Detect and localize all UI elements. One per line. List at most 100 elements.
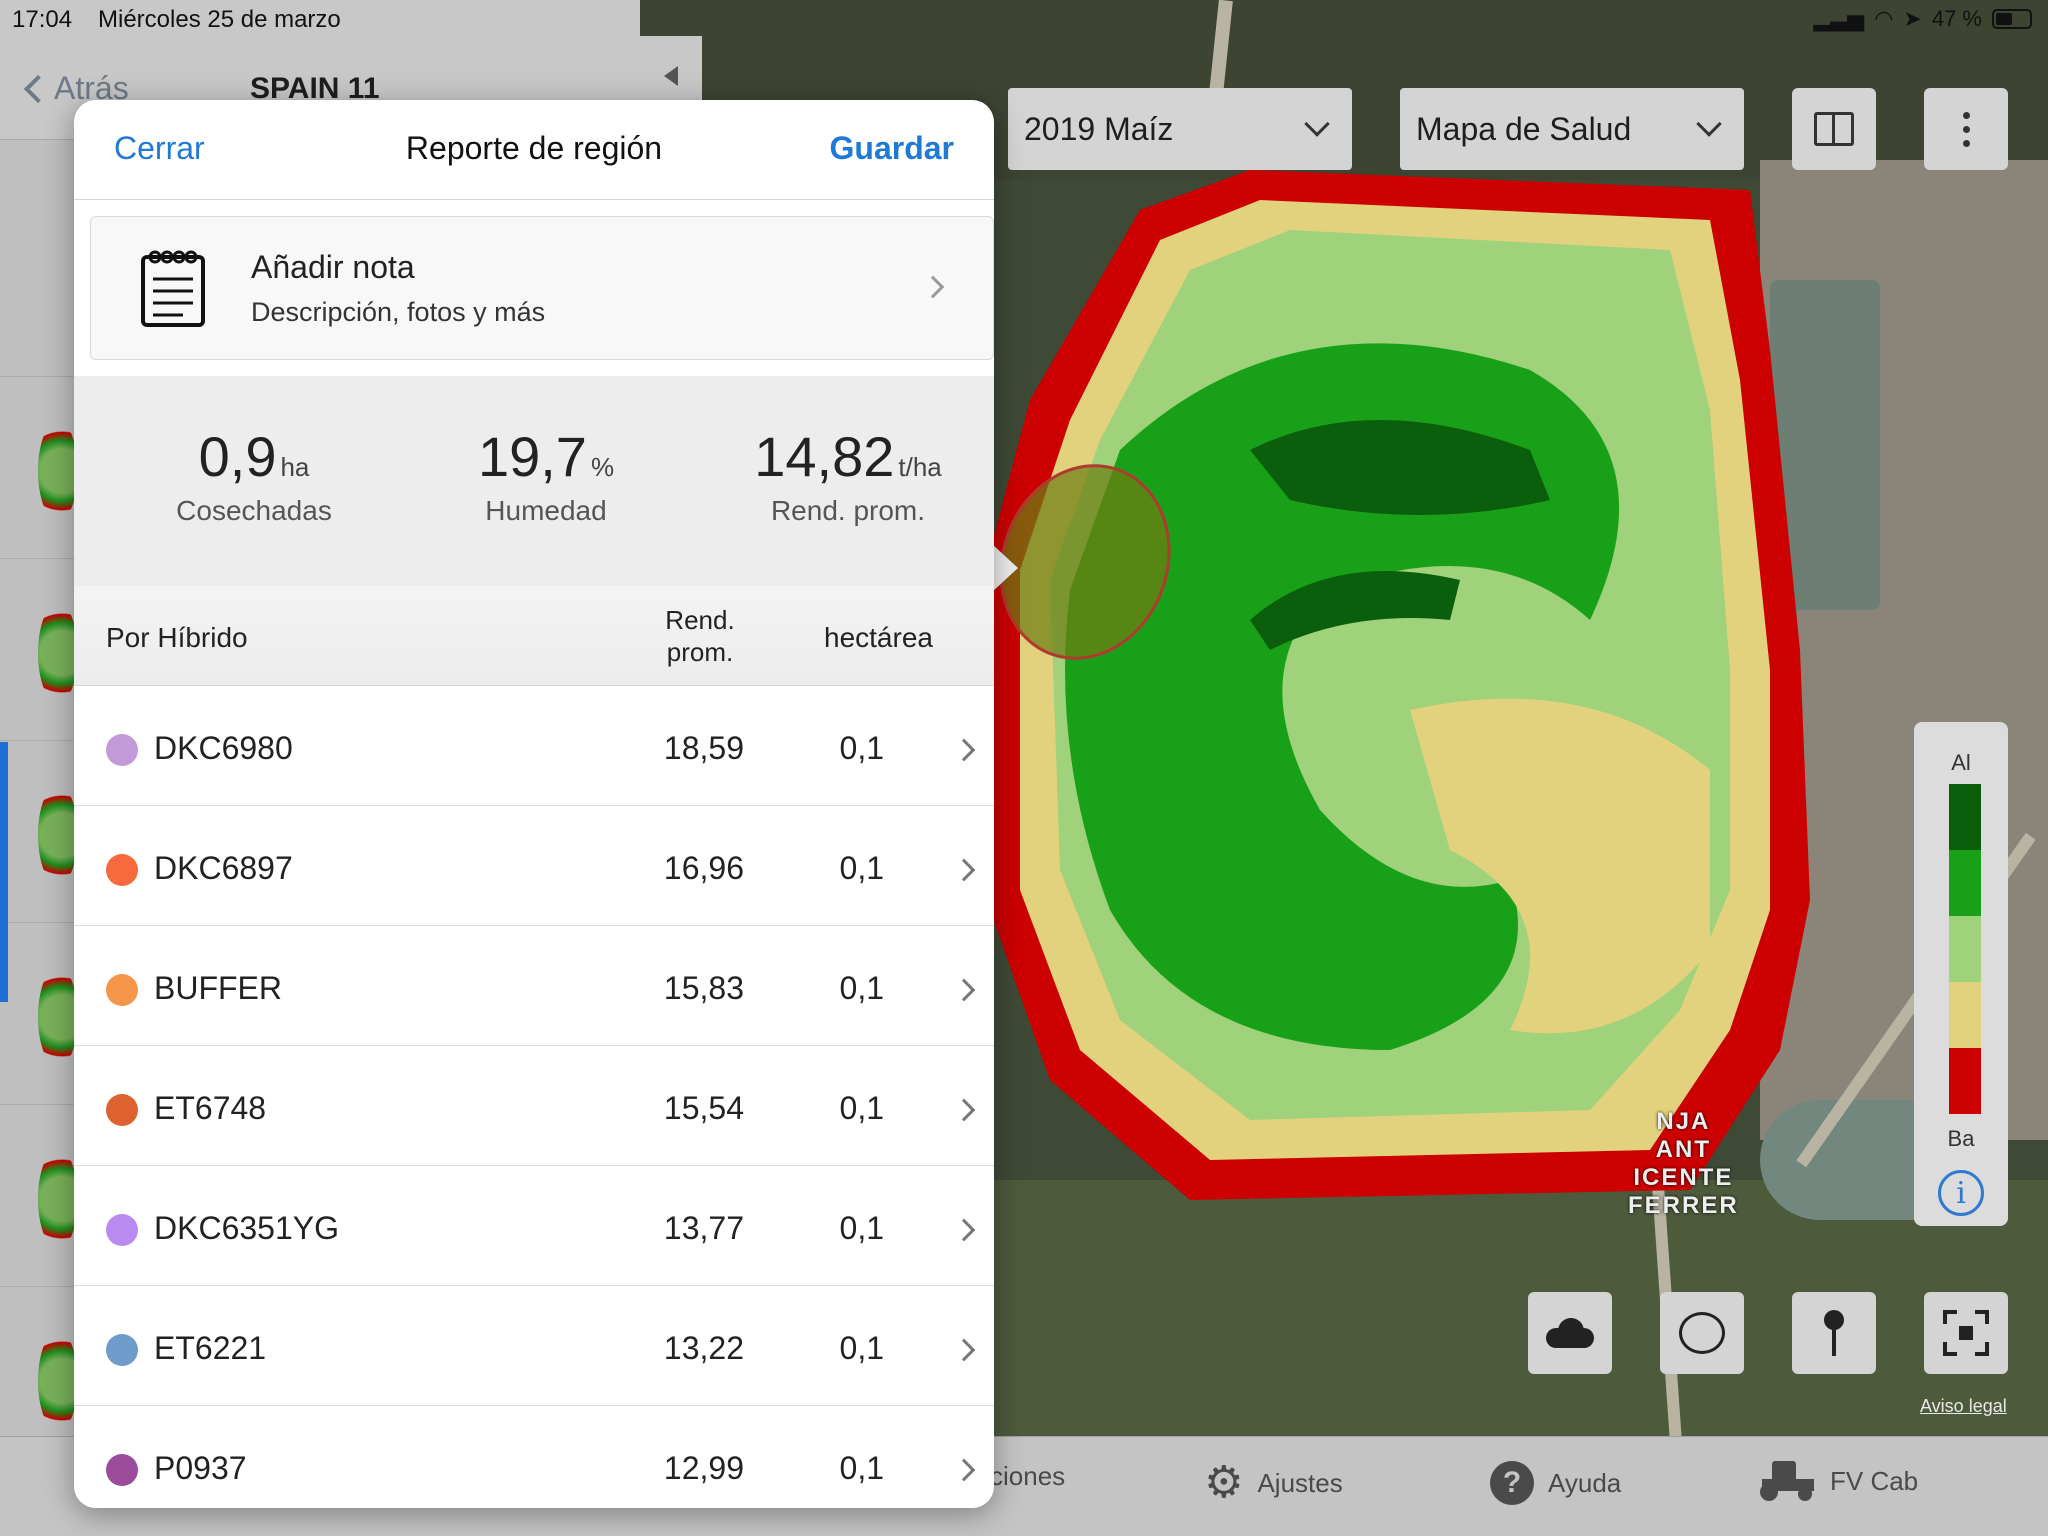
hybrid-yield: 12,99: [663, 1450, 744, 1486]
hybrid-name: ET6748: [154, 1090, 267, 1126]
stat-label: Rend. prom.: [770, 495, 926, 526]
stat-unit: t/ha: [898, 452, 942, 482]
hybrid-color-dot: [106, 1334, 138, 1366]
hybrid-yield: 15,83: [663, 970, 744, 1006]
hybrid-area: 0,1: [839, 1450, 884, 1486]
field-thumbnail: [38, 421, 78, 521]
health-zone-high: [1250, 571, 1460, 650]
table-row[interactable]: P0937 12,99 0,1: [74, 1406, 994, 1508]
lasso-button[interactable]: [1660, 1292, 1744, 1374]
table-row[interactable]: DKC6897 16,96 0,1: [74, 806, 994, 926]
legend-swatch-high: [1949, 784, 1981, 850]
tab-fv-cab[interactable]: FV Cab: [1760, 1461, 1918, 1501]
hybrid-area: 0,1: [839, 1330, 884, 1366]
weather-button[interactable]: [1528, 1292, 1612, 1374]
stat-value: 19,7: [477, 425, 587, 488]
save-button[interactable]: Guardar: [829, 130, 954, 166]
chevron-down-icon: [1304, 111, 1330, 137]
chevron-right-icon: [952, 978, 976, 1002]
table-row[interactable]: BUFFER 15,83 0,1: [74, 926, 994, 1046]
add-note-button[interactable]: Añadir nota Descripción, fotos y más: [90, 216, 994, 360]
split-view-button[interactable]: [1792, 88, 1876, 170]
legend-low-label: Ba: [1947, 1126, 1975, 1151]
column-header-area: hectárea: [824, 622, 933, 653]
season-dropdown-value: 2019 Maíz: [1024, 110, 1174, 147]
chevron-right-icon: [921, 275, 945, 299]
chevron-right-icon: [952, 1098, 976, 1122]
stat-harvested: 0,9 ha Cosechadas: [104, 424, 404, 527]
gear-icon: ⚙: [1204, 1458, 1244, 1507]
legend-swatch-mid-low: [1949, 982, 1981, 1048]
location-icon: ➤: [1903, 6, 1922, 31]
hybrid-name: P0937: [154, 1450, 247, 1486]
chevron-right-icon: [952, 858, 976, 882]
hybrid-area: 0,1: [839, 730, 884, 766]
legend-swatch-mid: [1949, 916, 1981, 982]
chevron-right-icon: [952, 738, 976, 762]
season-dropdown[interactable]: 2019 Maíz: [1008, 88, 1352, 170]
tab-label: Ayuda: [1548, 1467, 1622, 1498]
question-icon: ?: [1490, 1461, 1534, 1505]
hybrid-area: 0,1: [839, 850, 884, 886]
hybrid-name: DKC6980: [154, 730, 293, 766]
table-row[interactable]: ET6748 15,54 0,1: [74, 1046, 994, 1166]
add-note-subtitle: Descripción, fotos y más: [251, 297, 546, 327]
battery-percent: 47 %: [1931, 6, 1982, 31]
drop-pin-button[interactable]: [1792, 1292, 1876, 1374]
more-vertical-icon: [1962, 111, 1970, 147]
stat-label: Cosechadas: [176, 495, 332, 526]
field-thumbnail: [38, 1331, 78, 1431]
lasso-icon: [1679, 1312, 1725, 1354]
stat-unit: ha: [280, 452, 310, 482]
fit-to-field-button[interactable]: [1924, 1292, 2008, 1374]
selected-indicator: [0, 742, 8, 1002]
notepad-icon: [141, 250, 205, 327]
hybrid-yield: 16,96: [663, 850, 744, 886]
hybrid-table-header: Por Híbrido Rend. prom. hectárea: [74, 586, 994, 686]
legal-link[interactable]: Aviso legal: [1920, 1396, 2007, 1416]
status-date: Miércoles 25 de marzo: [98, 6, 341, 33]
table-row[interactable]: ET6221 13,22 0,1: [74, 1286, 994, 1406]
battery-icon: [1992, 9, 2032, 29]
place-label: NJA ANT ICENTE FERRER: [1628, 1108, 1739, 1219]
add-note-title: Añadir nota: [251, 249, 415, 285]
split-view-icon: [1814, 112, 1854, 146]
health-zone-high: [1250, 420, 1550, 515]
status-icons: ▂▃▅ ◠ ➤ 47 %: [1813, 6, 2032, 32]
hybrid-yield: 13,22: [663, 1330, 744, 1366]
tab-label: ciones: [990, 1461, 1066, 1491]
more-options-button[interactable]: [1924, 88, 2008, 170]
hybrid-color-dot: [106, 854, 138, 886]
selected-region: [999, 464, 1171, 660]
hybrid-name: DKC6897: [154, 850, 293, 886]
tab-settings[interactable]: ⚙ Ajustes: [1204, 1461, 1343, 1505]
field-name-title: SPAIN 11: [250, 72, 380, 105]
pin-icon: [1824, 1310, 1844, 1356]
stat-avg-yield: 14,82 t/ha Rend. prom.: [698, 424, 994, 527]
field-thumbnail: [38, 603, 78, 703]
table-row[interactable]: DKC6351YG 13,77 0,1: [74, 1166, 994, 1286]
stat-value: 14,82: [754, 425, 895, 488]
column-header-hybrid: Por Híbrido: [106, 622, 248, 653]
hybrid-area: 0,1: [839, 970, 884, 1006]
layer-dropdown[interactable]: Mapa de Salud: [1400, 88, 1744, 170]
legend-swatch-low: [1949, 1048, 1981, 1114]
tab-help[interactable]: ? Ayuda: [1490, 1461, 1621, 1505]
hybrid-yield: 13,77: [663, 1210, 744, 1246]
tractor-icon: [1760, 1461, 1816, 1501]
stat-unit: %: [590, 452, 615, 482]
region-summary: 0,9 ha Cosechadas 19,7% Humedad 14,82 t/ha…: [74, 376, 994, 586]
hybrid-color-dot: [106, 1214, 138, 1246]
chevron-right-icon: [952, 1218, 976, 1242]
hybrid-color-dot: [106, 1454, 138, 1486]
info-icon[interactable]: i: [1938, 1170, 1984, 1216]
legend-swatch-mid-high: [1949, 850, 1981, 916]
tab-operations[interactable]: ciones: [990, 1461, 1065, 1492]
chevron-left-icon: [23, 74, 53, 103]
close-button[interactable]: Cerrar: [114, 130, 205, 166]
tab-label: Ajustes: [1257, 1467, 1343, 1498]
health-map-field[interactable]: [990, 150, 1810, 1210]
table-row[interactable]: DKC6980 18,59 0,1: [74, 686, 994, 806]
layer-dropdown-value: Mapa de Salud: [1416, 110, 1632, 147]
hybrid-name: ET6221: [154, 1330, 267, 1366]
